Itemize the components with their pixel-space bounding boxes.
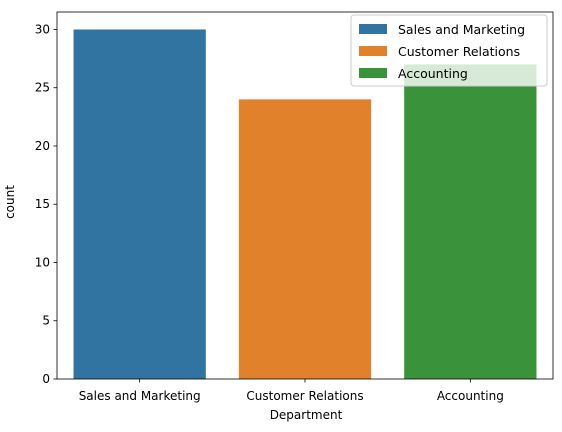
legend-label: Customer Relations	[398, 44, 520, 59]
bars-group	[73, 29, 537, 379]
y-tick-label: 25	[35, 81, 50, 95]
y-axis-title: count	[3, 185, 17, 219]
legend-swatch	[359, 68, 387, 78]
x-tick-label: Accounting	[437, 389, 504, 403]
bar-1	[73, 29, 206, 379]
y-tick-label: 30	[35, 22, 50, 36]
x-tick-label: Customer Relations	[246, 389, 363, 403]
y-tick-label: 15	[35, 197, 50, 211]
plot-frame	[56, 11, 554, 380]
legend-label: Sales and Marketing	[398, 22, 525, 37]
legend-swatch	[359, 46, 387, 56]
bar-2	[238, 99, 372, 379]
y-tick-label: 5	[42, 314, 50, 328]
y-tick-label: 20	[35, 139, 50, 153]
y-tick-label: 10	[35, 255, 50, 269]
legend: Sales and Marketing Customer Relations Acc…	[350, 14, 548, 87]
x-tick-label: Sales and Marketing	[79, 389, 201, 403]
x-axis-title: Department	[270, 408, 343, 422]
bar-3	[404, 64, 537, 379]
y-axis: 0 5 10 15 20 25 30	[35, 22, 57, 386]
legend-box	[350, 14, 548, 87]
x-axis: Sales and Marketing Customer Relations Acc…	[79, 379, 504, 403]
legend-label: Accounting	[398, 66, 468, 81]
y-tick-label: 0	[42, 372, 50, 386]
legend-swatch	[359, 24, 387, 34]
